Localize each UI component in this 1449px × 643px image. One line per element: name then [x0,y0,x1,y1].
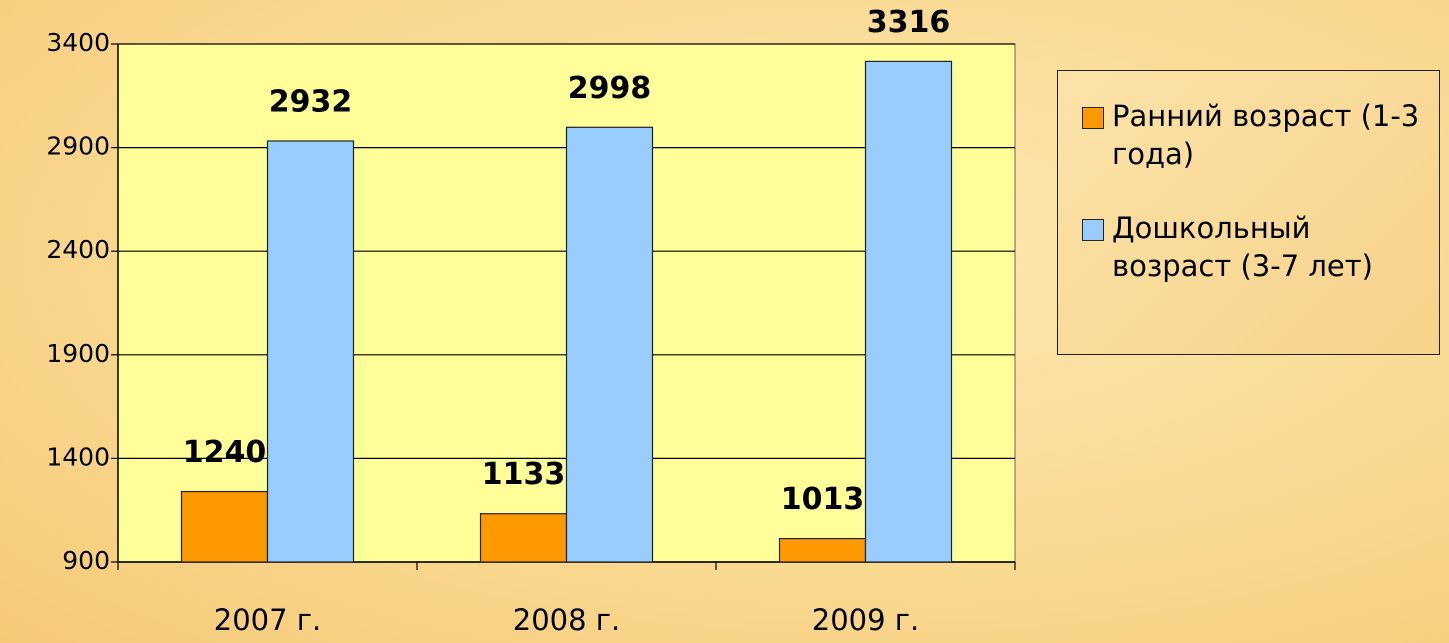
bar [479,513,568,563]
x-tick-label: 2007 г. [214,603,321,637]
bar [778,537,867,563]
legend-label: Дошкольный возраст (3-7 лет) [1112,211,1373,283]
legend-item: Дошкольный возраст (3-7 лет) [1082,209,1429,285]
data-label: 1240 [183,435,267,470]
data-label: 2998 [568,71,652,106]
legend: Ранний возраст (1-3 года) Дошкольный возр… [1057,70,1440,355]
x-tick-label: 2008 г. [513,603,620,637]
legend-label: Ранний возраст (1-3 года) [1112,99,1420,171]
data-label: 2932 [269,84,353,119]
bar [180,490,269,563]
data-label: 1013 [781,482,865,517]
data-label: 1133 [482,457,566,492]
y-tick-label: 1900 [46,339,110,368]
data-label: 3316 [867,5,951,40]
y-tick-label: 3400 [46,28,110,57]
legend-item: Ранний возраст (1-3 года) [1082,97,1429,173]
y-tick-label: 2400 [46,235,110,264]
legend-swatch [1082,219,1104,241]
x-tick-label: 2009 г. [812,603,919,637]
y-tick-label: 900 [62,546,110,575]
bar [266,140,355,563]
legend-swatch [1082,107,1104,129]
y-tick-label: 2900 [46,132,110,161]
bar [864,60,953,563]
bar [565,126,654,563]
y-tick-label: 1400 [46,442,110,471]
